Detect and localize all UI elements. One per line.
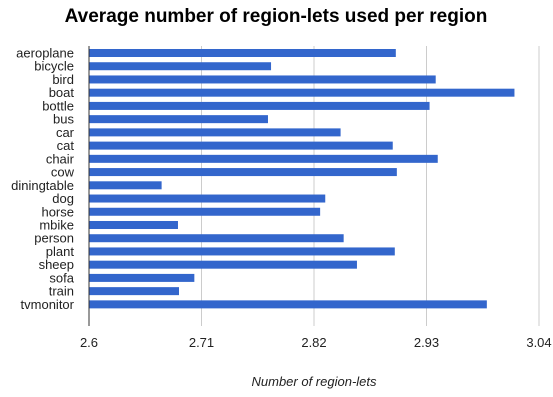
bar-sofa — [89, 273, 195, 282]
category-label: bottle — [42, 98, 74, 113]
bar-diningtable — [89, 181, 162, 190]
category-label: sofa — [49, 270, 74, 285]
category-label: mbike — [39, 217, 74, 232]
category-label: tvmonitor — [21, 297, 75, 312]
category-label: aeroplane — [16, 46, 74, 61]
category-label: chair — [46, 151, 75, 166]
x-axis-title: Number of region-lets — [252, 374, 377, 389]
bar-chair — [89, 154, 438, 163]
bar-cow — [89, 168, 397, 177]
bar-bicycle — [89, 62, 272, 71]
bar-car — [89, 128, 341, 137]
chart-title: Average number of region-lets used per r… — [65, 6, 488, 27]
bar-cat — [89, 141, 393, 150]
bar-mbike — [89, 220, 178, 229]
x-tick-label: 2.93 — [414, 335, 439, 350]
bar-dog — [89, 194, 326, 203]
category-label: boat — [49, 85, 75, 100]
bar-person — [89, 234, 344, 243]
bars — [89, 49, 515, 309]
bar-bottle — [89, 101, 430, 110]
category-label: dog — [52, 191, 74, 206]
category-label: bus — [53, 112, 74, 127]
category-label: plant — [46, 244, 75, 259]
bar-aeroplane — [89, 49, 396, 57]
bar-sheep — [89, 260, 357, 269]
category-label: bird — [52, 72, 74, 87]
category-label: person — [34, 231, 74, 246]
category-label: bicycle — [34, 59, 74, 74]
category-labels: aeroplanebicyclebirdboatbottlebuscarcatc… — [11, 46, 75, 312]
category-label: diningtable — [11, 178, 74, 193]
x-tick-label: 2.82 — [301, 335, 326, 350]
bar-train — [89, 287, 179, 296]
x-tick-labels: 2.6 2.71 2.82 2.93 3.04 — [80, 335, 552, 350]
bar-horse — [89, 207, 321, 216]
bar-bus — [89, 115, 268, 124]
category-label: car — [56, 125, 75, 140]
category-label: cat — [57, 138, 75, 153]
category-label: horse — [41, 204, 74, 219]
bar-tvmonitor — [89, 300, 487, 309]
category-label: cow — [51, 165, 75, 180]
category-label: sheep — [39, 257, 74, 272]
x-tick-label: 3.04 — [526, 335, 551, 350]
bar-boat — [89, 88, 515, 97]
x-tick-label: 2.71 — [189, 335, 214, 350]
bar-plant — [89, 247, 395, 256]
x-tick-label: 2.6 — [80, 335, 98, 350]
category-label: train — [49, 284, 74, 299]
bar-bird — [89, 75, 436, 84]
